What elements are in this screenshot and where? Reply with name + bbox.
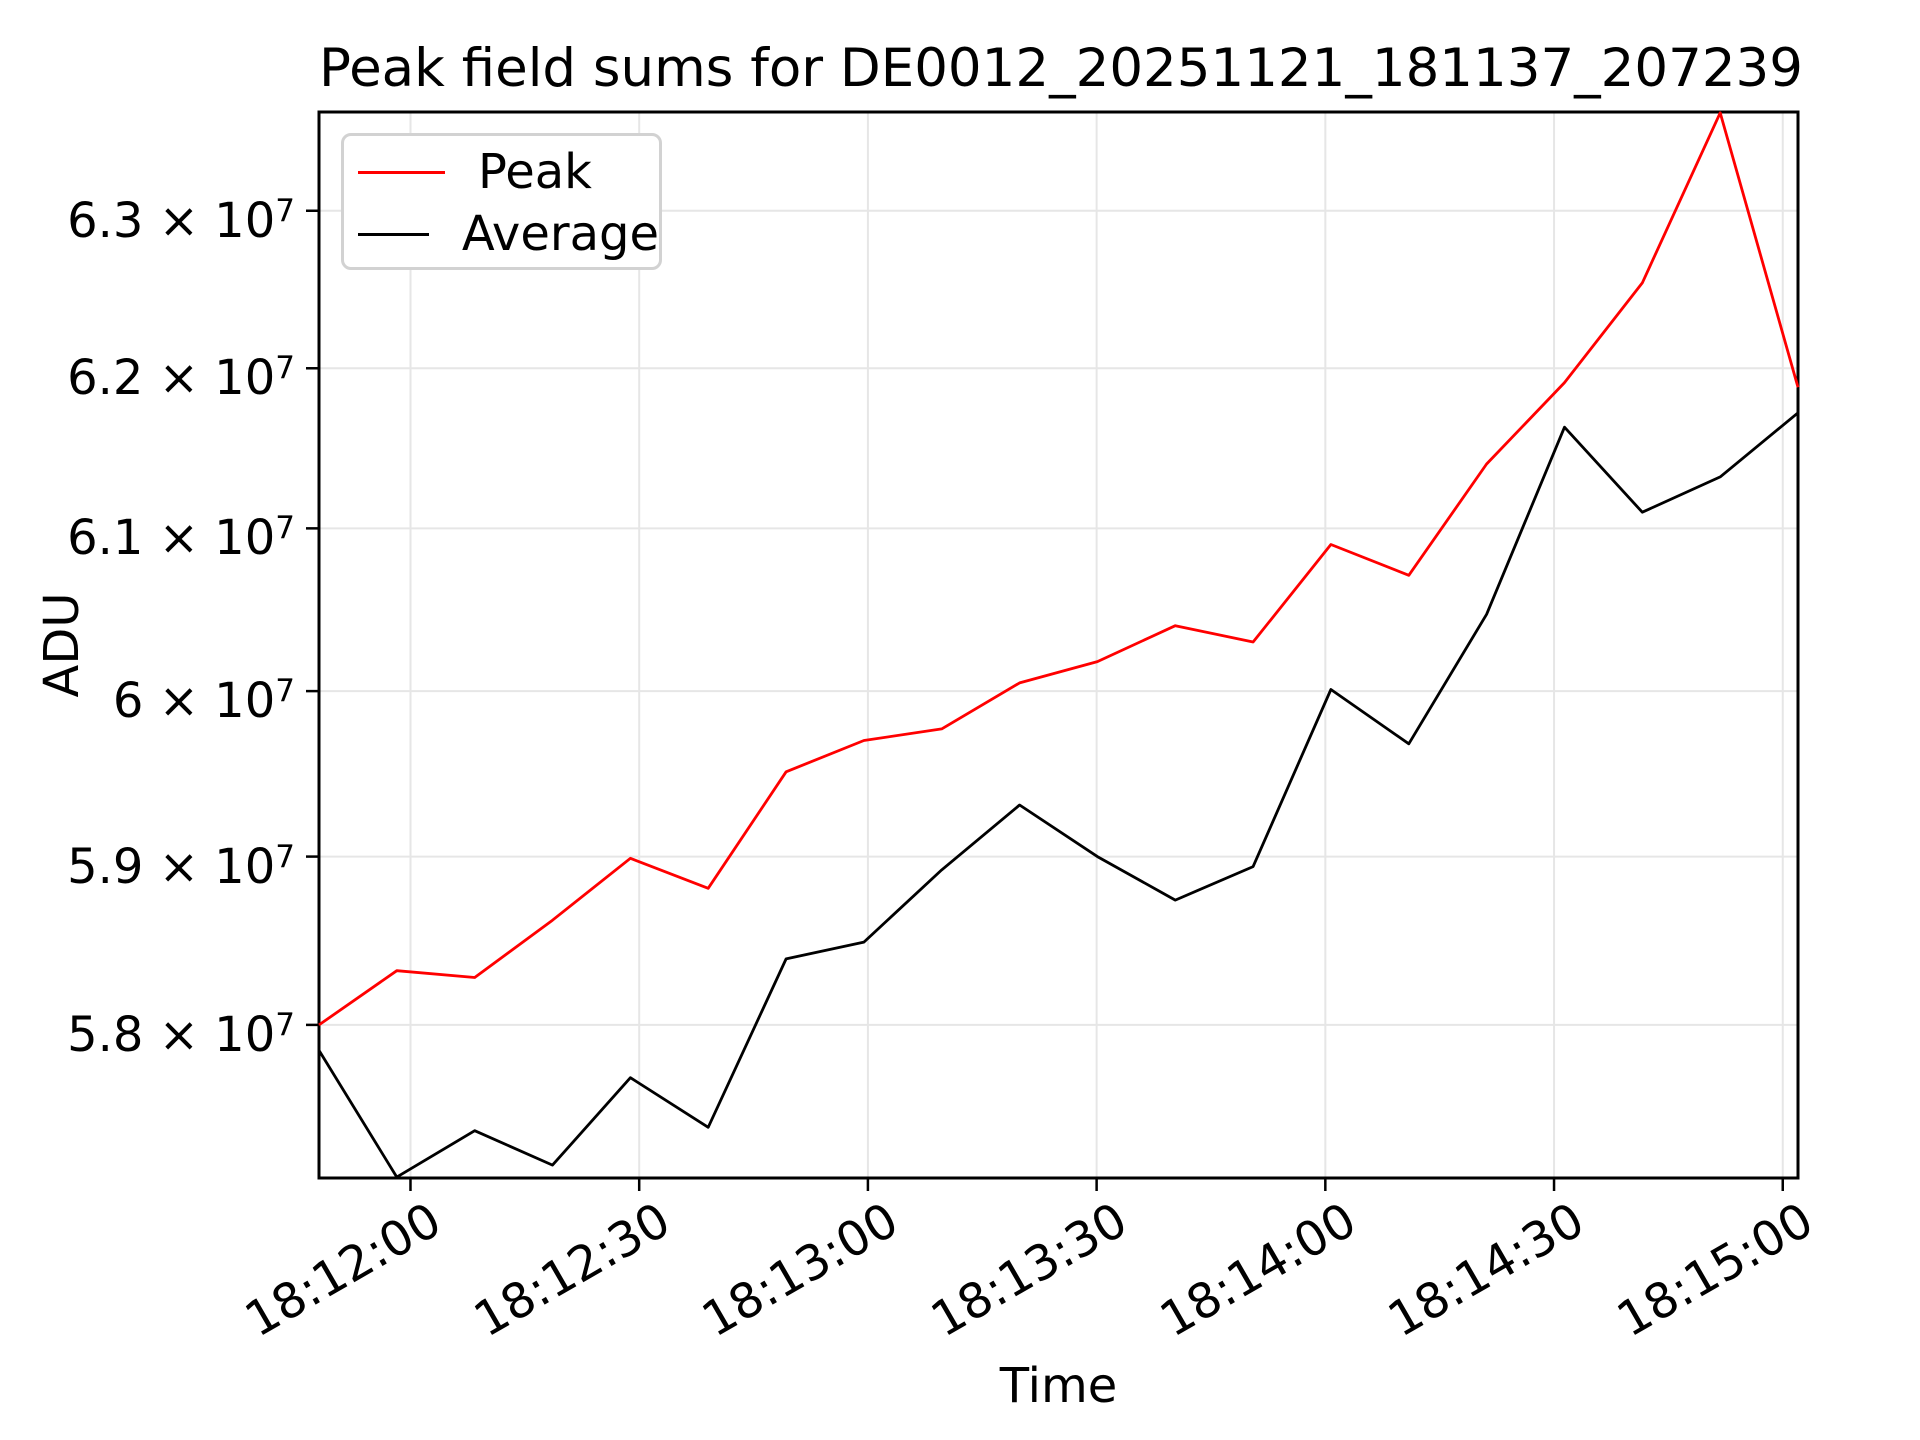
y-tick-label: 6.2 × 107 bbox=[67, 350, 295, 407]
average-line-sample bbox=[358, 232, 429, 236]
y-tick-label: 5.9 × 107 bbox=[67, 838, 295, 895]
x-axis-label: Time bbox=[999, 1358, 1118, 1414]
legend-label-average: Average bbox=[461, 206, 659, 262]
y-axis-label: ADU bbox=[34, 592, 90, 698]
axis-ticks bbox=[306, 209, 1785, 1191]
y-tick-label: 6 × 107 bbox=[112, 673, 295, 730]
average-line bbox=[317, 411, 1799, 1179]
legend-label-peak: Peak bbox=[478, 144, 592, 200]
plot-spines bbox=[317, 110, 1800, 1180]
gridlines bbox=[319, 112, 1798, 1178]
legend-row-average: Average bbox=[344, 203, 659, 265]
peak-line-sample bbox=[358, 170, 445, 174]
legend: Peak Average bbox=[341, 133, 662, 270]
chart-title: Peak field sums for DE0012_20251121_1811… bbox=[319, 38, 1803, 99]
legend-row-peak: Peak bbox=[344, 141, 659, 203]
peak-line bbox=[318, 111, 1800, 1027]
y-tick-label: 5.8 × 107 bbox=[67, 1006, 295, 1063]
series-lines bbox=[317, 111, 1800, 1179]
y-tick-label: 6.3 × 107 bbox=[67, 192, 295, 249]
y-tick-label: 6.1 × 107 bbox=[67, 510, 295, 567]
